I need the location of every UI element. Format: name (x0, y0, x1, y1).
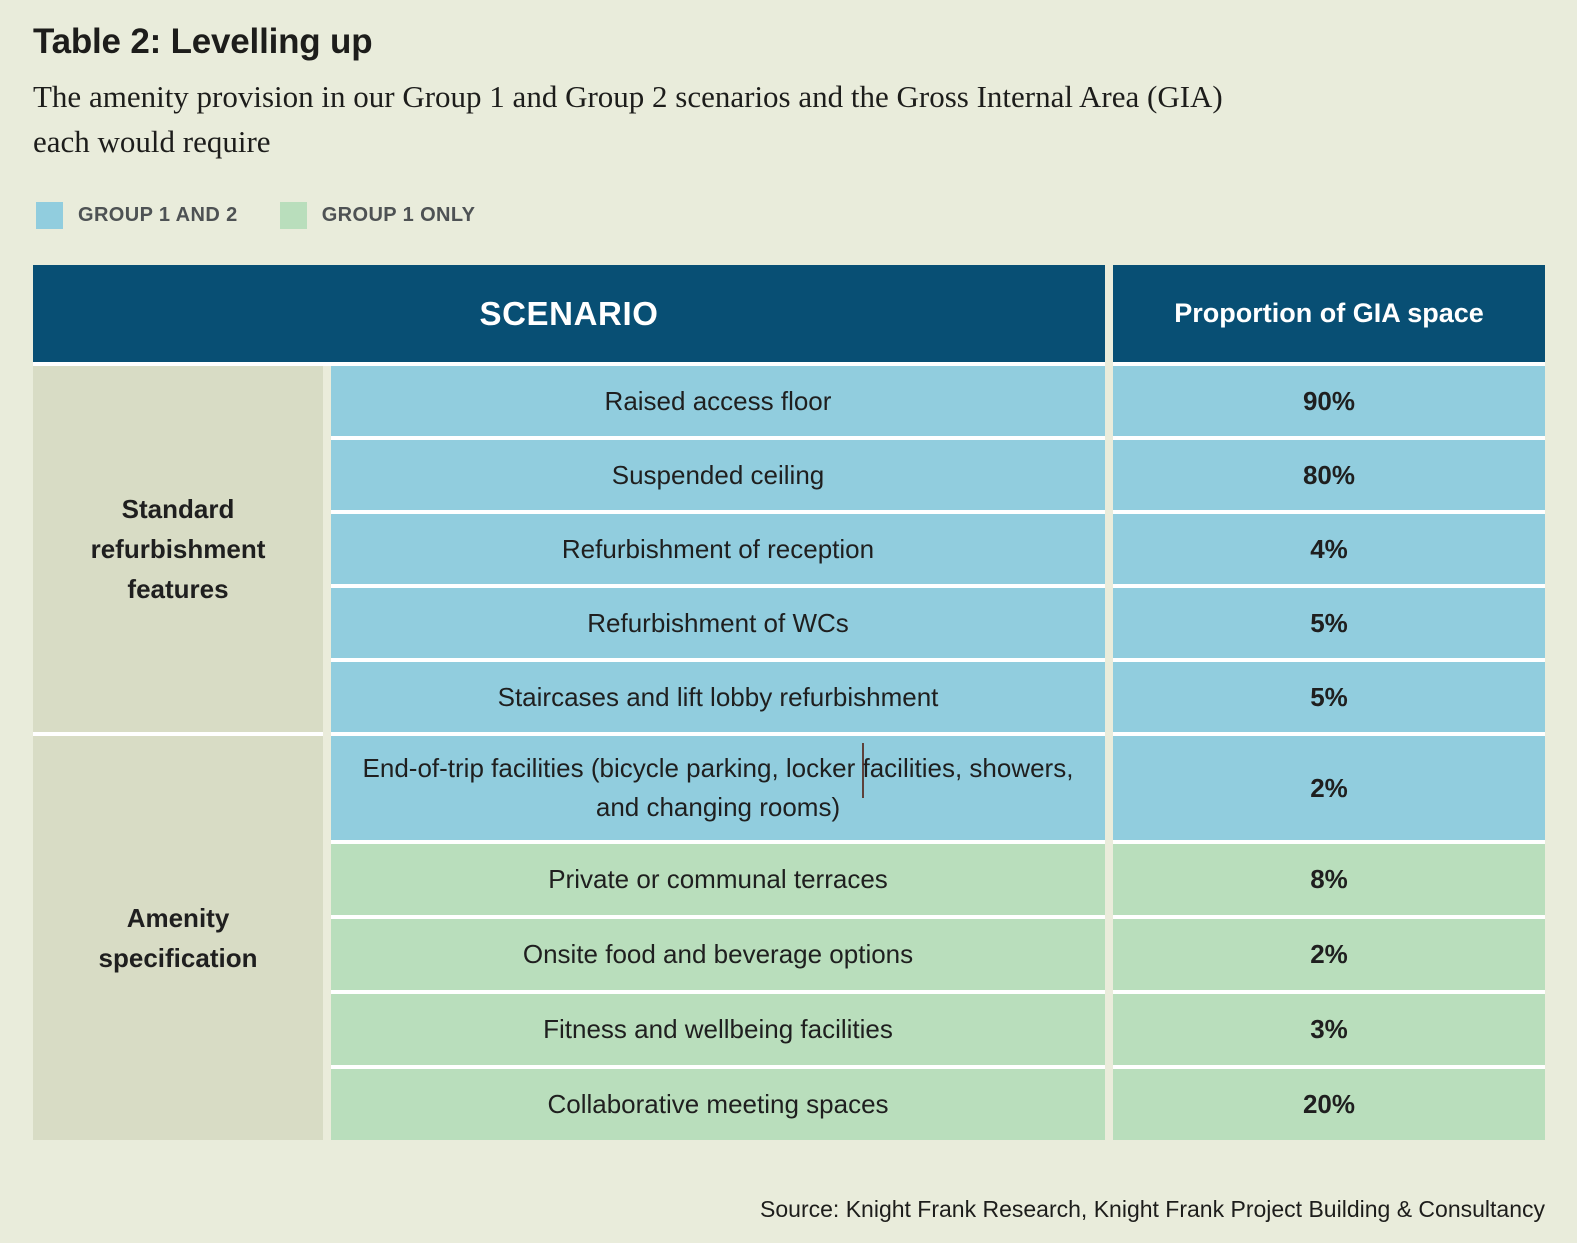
scenario-cell: Collaborative meeting spaces (331, 1069, 1105, 1140)
legend-label: GROUP 1 AND 2 (78, 204, 238, 226)
scenario-cell: Suspended ceiling (331, 440, 1105, 510)
gia-value-cell: 4% (1113, 514, 1545, 584)
gia-value-cell: 20% (1113, 1069, 1545, 1140)
legend-label: GROUP 1 ONLY (321, 204, 476, 226)
column-divider (1105, 265, 1113, 1140)
gia-value-cell: 3% (1113, 994, 1545, 1065)
legend-item-group-1-and-2: GROUP 1 AND 2 (36, 202, 238, 229)
legend-swatch-blue-icon (36, 202, 63, 229)
scenario-cell: End-of-trip facilities (bicycle parking,… (331, 736, 1105, 840)
gia-value-cell: 8% (1113, 844, 1545, 915)
category-cell: Standard refurbishment features (33, 366, 323, 732)
gia-value-cell: 2% (1113, 919, 1545, 990)
gia-value-cell: 2% (1113, 736, 1545, 840)
gia-value-cell: 80% (1113, 440, 1545, 510)
scenario-cell: Refurbishment of WCs (331, 588, 1105, 658)
gia-value-cell: 5% (1113, 662, 1545, 732)
figure-title: Table 2: Levelling up (33, 22, 373, 61)
table-grid: SCENARIO Proportion of GIA space Standar… (33, 265, 1545, 1140)
column-divider (323, 366, 331, 1140)
column-header-gia-space: Proportion of GIA space (1113, 265, 1545, 362)
scenario-cell: Staircases and lift lobby refurbishment (331, 662, 1105, 732)
text-cursor-artifact (862, 743, 864, 798)
scenario-cell: Onsite food and beverage options (331, 919, 1105, 990)
gia-value-cell: 90% (1113, 366, 1545, 436)
source-credit: Source: Knight Frank Research, Knight Fr… (760, 1196, 1545, 1222)
legend-item-group-1-only: GROUP 1 ONLY (279, 202, 476, 229)
subtitle-line-1: The amenity provision in our Group 1 and… (33, 79, 1223, 114)
scenario-cell: Private or communal terraces (331, 844, 1105, 915)
legend: GROUP 1 AND 2 GROUP 1 ONLY (36, 202, 475, 229)
legend-swatch-green-icon (279, 202, 307, 229)
scenario-cell: Fitness and wellbeing facilities (331, 994, 1105, 1065)
gia-value-cell: 5% (1113, 588, 1545, 658)
scenario-cell: Raised access floor (331, 366, 1105, 436)
scenario-cell: Refurbishment of reception (331, 514, 1105, 584)
category-cell: Amenity specification (33, 736, 323, 1140)
column-header-scenario: SCENARIO (33, 265, 1105, 362)
figure-subtitle: The amenity provision in our Group 1 and… (33, 74, 1503, 164)
subtitle-line-2: each would require (33, 124, 271, 159)
